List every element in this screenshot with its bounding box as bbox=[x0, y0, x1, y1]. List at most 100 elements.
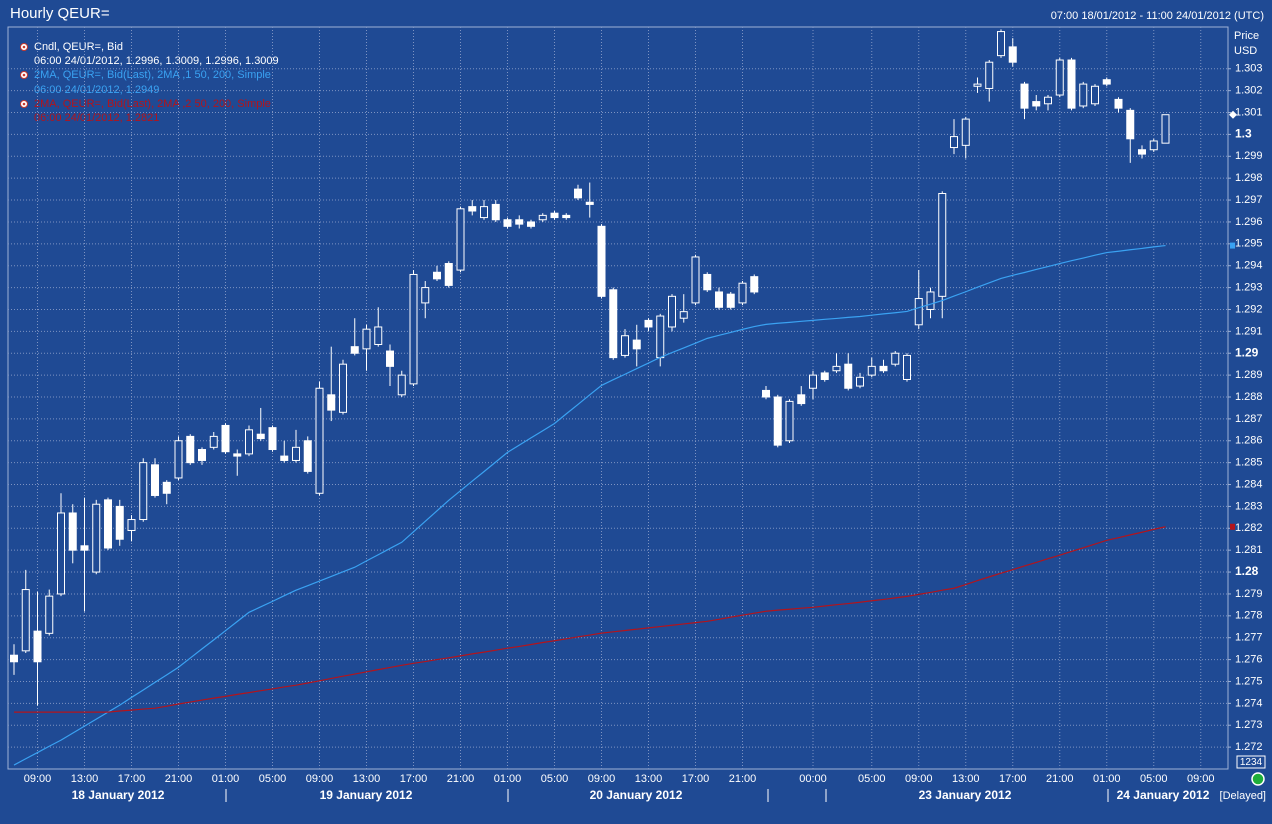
x-tick-label: 13:00 bbox=[71, 773, 99, 785]
y-tick-label: 1.297 bbox=[1235, 194, 1263, 206]
ma-line bbox=[14, 526, 1166, 713]
candle-body bbox=[961, 118, 970, 146]
x-tick-label: 09:00 bbox=[1187, 773, 1215, 785]
legend-detail: 06:00 24/01/2012, 1.2996, 1.3009, 1.2996… bbox=[34, 55, 279, 67]
candle-body bbox=[1067, 59, 1076, 109]
candle-body bbox=[832, 365, 841, 372]
candle-body bbox=[926, 291, 935, 310]
y-tick-label: 1.273 bbox=[1235, 719, 1263, 731]
y-tick-label: 1.288 bbox=[1235, 391, 1263, 403]
date-label: 20 January 2012 bbox=[590, 788, 683, 802]
candle-body bbox=[339, 363, 347, 413]
y-tick-label: 1.281 bbox=[1235, 544, 1263, 556]
candle-body bbox=[891, 352, 900, 365]
candle-body bbox=[820, 372, 829, 380]
candle-body bbox=[609, 289, 618, 359]
candle-body bbox=[574, 188, 582, 199]
ma-line bbox=[13, 244, 1166, 766]
candle-body bbox=[433, 271, 441, 280]
candle-body bbox=[1161, 114, 1170, 144]
candle-body bbox=[726, 293, 735, 308]
candle-body bbox=[973, 83, 982, 87]
candle-body bbox=[538, 214, 547, 221]
candle-body bbox=[374, 326, 383, 345]
legend-detail: 06:00 24/01/2012, 1.2821 bbox=[34, 112, 159, 124]
candle-body bbox=[950, 136, 958, 149]
candle-body bbox=[57, 512, 65, 595]
candle-body bbox=[115, 505, 124, 540]
y-tick-label: 1.298 bbox=[1235, 172, 1263, 184]
y-tick-label: 1.286 bbox=[1235, 435, 1263, 447]
candle-body bbox=[550, 212, 559, 219]
candle-body bbox=[1020, 83, 1029, 109]
candle-body bbox=[162, 481, 171, 494]
plot-frame bbox=[7, 26, 1229, 770]
legend-icon bbox=[22, 73, 26, 77]
candle-body bbox=[409, 273, 418, 385]
candle-body bbox=[903, 354, 911, 380]
candle-body bbox=[421, 287, 430, 304]
candle-body bbox=[985, 61, 994, 89]
candle-body bbox=[750, 276, 759, 293]
y-tick-label: 1.302 bbox=[1235, 85, 1263, 97]
candle-body bbox=[186, 435, 195, 464]
candle-body bbox=[45, 595, 54, 634]
candle-body bbox=[350, 346, 359, 354]
date-label: 23 January 2012 bbox=[919, 788, 1012, 802]
candle-body bbox=[562, 214, 571, 219]
y-tick-label: 1.283 bbox=[1235, 500, 1263, 512]
candle-body bbox=[303, 440, 312, 472]
x-tick-label: 01:00 bbox=[494, 773, 522, 785]
candle-body bbox=[914, 298, 923, 326]
candle-body bbox=[139, 462, 148, 521]
candle-body bbox=[1091, 85, 1099, 105]
x-tick-label: 13:00 bbox=[635, 773, 663, 785]
candle-body bbox=[10, 654, 18, 663]
x-tick-label: 21:00 bbox=[447, 773, 475, 785]
legend-icon bbox=[22, 102, 26, 106]
candle-body bbox=[879, 365, 888, 372]
candle-body bbox=[209, 435, 218, 448]
candle-body bbox=[468, 206, 477, 212]
date-label: 18 January 2012 bbox=[72, 788, 165, 802]
x-tick-label: 09:00 bbox=[306, 773, 334, 785]
candle-body bbox=[256, 433, 265, 440]
candle-body bbox=[480, 206, 488, 219]
legend-label: Cndl, QEUR=, Bid bbox=[34, 41, 123, 53]
chart-subtitle: 07:00 18/01/2012 - 11:00 24/01/2012 (UTC… bbox=[1051, 10, 1264, 22]
candle-body bbox=[221, 424, 230, 453]
last-value-marker bbox=[1230, 242, 1235, 249]
candle-body bbox=[292, 446, 300, 461]
badge: 1234 bbox=[1240, 757, 1263, 768]
candle-body bbox=[1055, 59, 1064, 96]
candle-body bbox=[597, 225, 606, 297]
candle-body bbox=[1079, 83, 1088, 107]
candle-body bbox=[1138, 149, 1146, 155]
y-tick-label: 1.29 bbox=[1235, 345, 1259, 359]
date-label: 19 January 2012 bbox=[320, 788, 413, 802]
x-tick-label: 01:00 bbox=[212, 773, 240, 785]
x-tick-label: 09:00 bbox=[905, 773, 933, 785]
candle-body bbox=[456, 208, 465, 271]
candle-body bbox=[809, 374, 817, 389]
y-tick-label: 1.295 bbox=[1235, 238, 1263, 250]
candle-body bbox=[691, 256, 700, 304]
y-tick-label: 1.272 bbox=[1235, 741, 1263, 753]
x-tick-label: 17:00 bbox=[682, 773, 710, 785]
chart-title: Hourly QEUR= bbox=[10, 5, 110, 22]
candle-body bbox=[280, 455, 289, 461]
status: [Delayed] bbox=[1220, 790, 1266, 802]
candle-body bbox=[621, 335, 629, 356]
x-tick-label: 09:00 bbox=[588, 773, 616, 785]
x-tick-label: 13:00 bbox=[353, 773, 381, 785]
candle-body bbox=[174, 440, 183, 479]
legend-label: 2MA, QEUR=, Bid(Last), 2MA ,1 50, 200, S… bbox=[34, 69, 271, 81]
candle-body bbox=[856, 376, 864, 387]
status-icon[interactable] bbox=[1251, 772, 1265, 786]
legend-label: 2MA, QEUR=, Bid(Last), 2MA ,2 50, 200, S… bbox=[34, 98, 271, 110]
candle-body bbox=[938, 192, 947, 297]
plot: 1.272 1.273 1.274 1.275 1.276 1.277 1.278 1.279… bbox=[8, 27, 1263, 802]
